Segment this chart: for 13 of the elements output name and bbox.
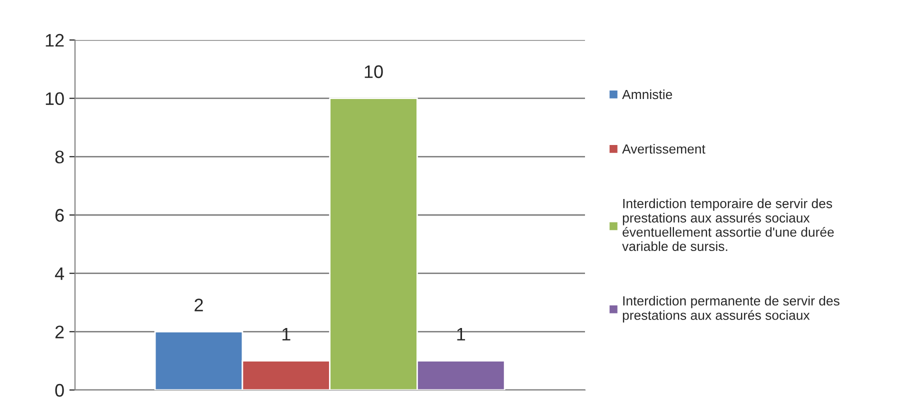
y-tick-label: 4 [54,267,64,280]
legend-label: Interdiction permanente de servir des prestations aux assurés sociaux [622,296,840,323]
legend-label: Avertissement [622,144,706,154]
y-tick-label: 8 [55,150,64,164]
y-tick-label: 10 [46,92,64,106]
legend-label: Amnistie [622,89,672,100]
y-tick-label: 2 [55,326,64,338]
y-tick-label: 12 [46,34,64,47]
y-tick-label: 0 [55,384,64,397]
data-label: 10 [364,65,383,78]
y-tick-label: 6 [55,208,64,222]
legend-label: Interdiction temporaire de servir des prestations aux assurés sociaux éventuellement assortie d'une durée variable de sursis. [622,198,834,252]
data-label: 2 [194,298,203,312]
